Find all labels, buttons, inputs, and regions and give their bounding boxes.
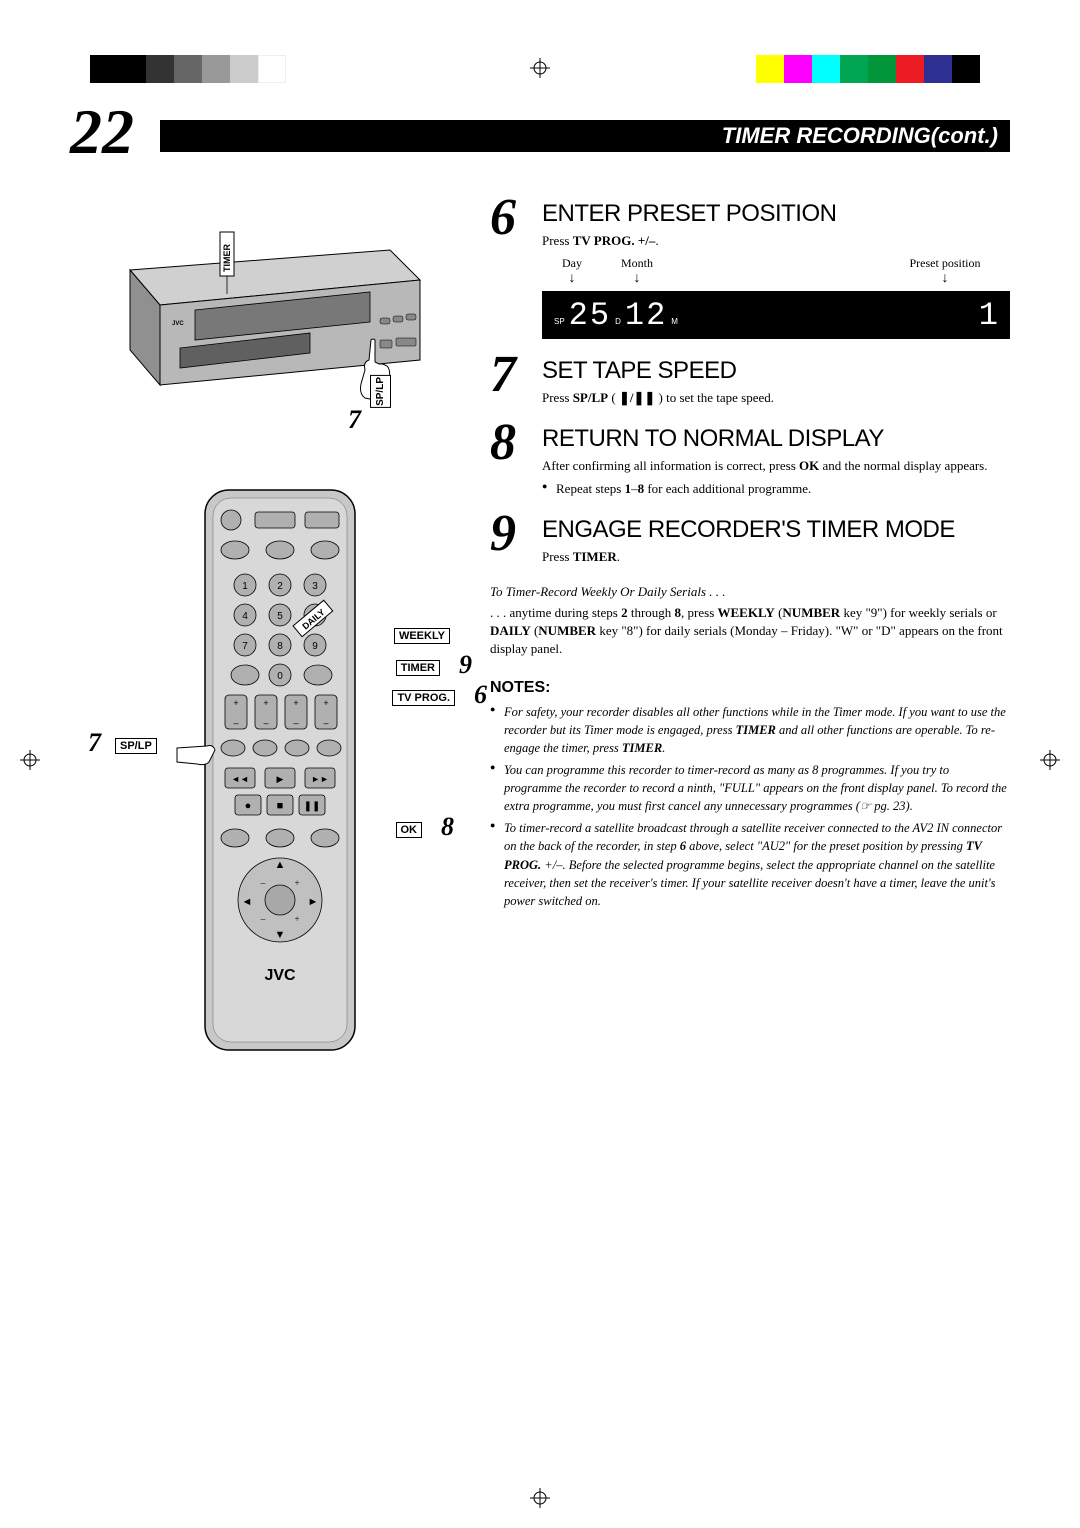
vcr-illustration: JVC TIMER SP/LP 7 (100, 220, 440, 440)
serials-body: . . . anytime during steps 2 through 8, … (490, 604, 1010, 659)
callout-ok-label: OK (396, 822, 423, 838)
svg-text:0: 0 (277, 671, 283, 682)
display-labels: Day↓ Month↓ Preset position↓ (542, 256, 1010, 287)
svg-text:◄: ◄ (242, 896, 253, 908)
svg-text:JVC: JVC (172, 321, 184, 327)
step-number: 9 (490, 508, 516, 560)
step-9: 9 ENGAGE RECORDER'S TIMER MODE Press TIM… (490, 516, 1010, 566)
svg-text:8: 8 (277, 641, 283, 652)
step-number: 8 (490, 417, 516, 469)
callout-splp-num: 7 (348, 405, 361, 435)
svg-text:TIMER: TIMER (222, 244, 232, 272)
svg-text:JVC: JVC (264, 967, 296, 984)
callout-tvprog-label: TV PROG. (392, 690, 455, 706)
svg-text:–: – (260, 914, 266, 924)
callout-tvprog-num: 6 (474, 680, 487, 710)
step-title: RETURN TO NORMAL DISPLAY (542, 425, 1010, 453)
svg-text:–: – (263, 718, 268, 728)
svg-text:■: ■ (277, 800, 284, 812)
svg-text:►: ► (308, 896, 319, 908)
callout-timer-label: TIMER (396, 660, 440, 676)
step-title: ENTER PRESET POSITION (542, 200, 1010, 228)
registration-mark-icon (20, 750, 40, 770)
svg-text:2: 2 (277, 581, 283, 592)
registration-mark-icon (530, 1488, 550, 1508)
svg-text:9: 9 (312, 641, 318, 652)
remote-illustration: 1 2 3 4 5 6 7 8 9 0 (160, 480, 380, 1060)
color-bar-right (756, 55, 980, 83)
step-bullet: Repeat steps 1–8 for each additional pro… (542, 480, 1010, 498)
svg-text:7: 7 (242, 641, 248, 652)
step-number: 6 (490, 192, 516, 244)
svg-text:+: + (294, 914, 299, 924)
callout-timer-num: 9 (459, 650, 472, 680)
step-title: SET TAPE SPEED (542, 357, 1010, 385)
svg-text:+: + (293, 698, 298, 708)
callout-splp-num: 7 (88, 728, 101, 758)
serials-heading: To Timer-Record Weekly Or Daily Serials … (490, 584, 1010, 600)
lcd-display: SP 25D 12M 1 (542, 291, 1010, 339)
callout-splp-label: SP/LP (115, 738, 157, 754)
note-item: You can programme this recorder to timer… (490, 761, 1010, 815)
step-7: 7 SET TAPE SPEED Press SP/LP ( ❚/❚❚ ) to… (490, 357, 1010, 407)
step-6: 6 ENTER PRESET POSITION Press TV PROG. +… (490, 200, 1010, 339)
notes-list: For safety, your recorder disables all o… (490, 703, 1010, 910)
step-8: 8 RETURN TO NORMAL DISPLAY After confirm… (490, 425, 1010, 497)
svg-text:▲: ▲ (275, 859, 286, 871)
svg-text:+: + (323, 698, 328, 708)
svg-text:+: + (233, 698, 238, 708)
svg-text:–: – (323, 718, 328, 728)
registration-mark-icon (1040, 750, 1060, 770)
notes-heading: NOTES: (490, 679, 1010, 697)
note-item: For safety, your recorder disables all o… (490, 703, 1010, 757)
svg-text:◄◄: ◄◄ (231, 774, 249, 784)
svg-text:–: – (233, 718, 238, 728)
svg-text:4: 4 (242, 611, 248, 622)
svg-text:+: + (294, 878, 299, 888)
step-body: Press SP/LP ( ❚/❚❚ ) to set the tape spe… (542, 389, 1010, 407)
svg-text:+: + (263, 698, 268, 708)
svg-text:1: 1 (242, 581, 248, 592)
svg-text:●: ● (245, 800, 252, 812)
svg-text:5: 5 (277, 611, 283, 622)
svg-text:▶: ▶ (277, 774, 284, 784)
step-body: Press TV PROG. +/–. (542, 232, 1010, 250)
registration-mark-icon (530, 58, 550, 78)
note-item: To timer-record a satellite broadcast th… (490, 819, 1010, 910)
callout-ok-num: 8 (441, 812, 454, 842)
svg-text:❚❚: ❚❚ (304, 801, 321, 812)
svg-text:3: 3 (312, 581, 318, 592)
step-title: ENGAGE RECORDER'S TIMER MODE (542, 516, 1010, 544)
step-body: Press TIMER. (542, 548, 1010, 566)
svg-text:▼: ▼ (275, 929, 286, 941)
svg-text:–: – (260, 878, 266, 888)
callout-splp-label: SP/LP (370, 375, 391, 408)
color-bar-left (90, 55, 314, 83)
svg-text:►►: ►► (311, 774, 329, 784)
page-number: 22 (70, 95, 134, 169)
step-number: 7 (490, 349, 516, 401)
step-body: After confirming all information is corr… (542, 457, 1010, 475)
callout-weekly-label: WEEKLY (394, 628, 450, 644)
header-title: TIMER RECORDING(cont.) (160, 120, 1010, 152)
page-header: 22 TIMER RECORDING(cont.) (70, 110, 1010, 170)
svg-text:–: – (293, 718, 298, 728)
